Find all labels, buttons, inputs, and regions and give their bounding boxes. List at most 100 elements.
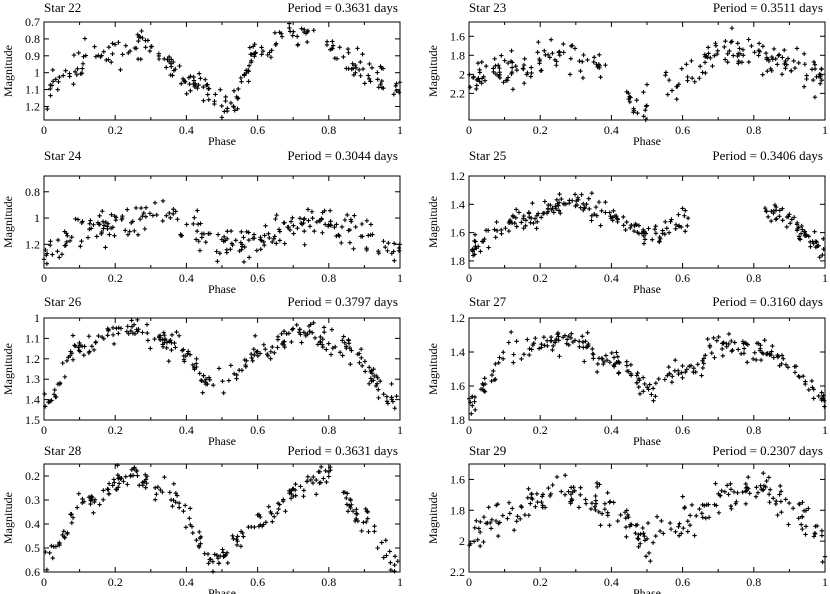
data-point <box>127 48 133 54</box>
data-point <box>221 554 226 559</box>
data-point <box>554 474 560 480</box>
data-point <box>197 248 203 253</box>
data-point <box>473 407 478 413</box>
data-point <box>103 220 108 225</box>
data-point <box>761 483 767 489</box>
x-tick-label: 1 <box>822 423 828 437</box>
data-point <box>614 350 619 355</box>
data-point <box>128 473 134 478</box>
data-point <box>653 381 659 386</box>
data-point <box>305 474 311 480</box>
y-axis-label: Magnitude <box>426 492 440 544</box>
y-axis-label: Magnitude <box>426 196 440 248</box>
data-point <box>168 497 174 503</box>
data-point <box>779 72 785 77</box>
data-point <box>758 357 764 363</box>
data-point <box>541 334 547 340</box>
data-point <box>697 506 702 512</box>
data-point <box>287 490 292 496</box>
data-point <box>497 65 502 71</box>
data-point <box>383 538 389 543</box>
data-point <box>727 48 732 54</box>
data-point <box>477 529 483 535</box>
data-point <box>198 541 203 546</box>
data-point <box>176 505 182 510</box>
data-point <box>224 236 230 241</box>
y-tick-label: 1.6 <box>450 472 465 486</box>
data-point <box>143 477 149 482</box>
data-point <box>547 55 552 60</box>
data-point <box>767 500 772 505</box>
data-point <box>483 521 489 526</box>
data-point <box>609 350 614 356</box>
x-tick-label: 0 <box>466 271 472 285</box>
data-point <box>568 56 574 61</box>
data-point <box>48 82 53 88</box>
data-point <box>101 49 106 54</box>
data-point <box>153 497 158 502</box>
data-point <box>756 41 762 46</box>
data-point <box>69 234 74 240</box>
data-point <box>486 505 491 510</box>
x-tick-label: 0.2 <box>108 423 123 437</box>
data-point <box>363 506 368 512</box>
data-point <box>48 93 53 98</box>
data-point <box>566 334 571 339</box>
data-point <box>730 347 735 353</box>
data-point <box>740 490 745 495</box>
data-point <box>101 223 107 228</box>
data-point <box>397 80 403 85</box>
data-point <box>816 393 821 399</box>
data-point <box>120 213 125 219</box>
data-point <box>70 357 76 362</box>
data-point <box>136 38 141 44</box>
data-point <box>734 499 739 504</box>
data-point <box>138 34 143 40</box>
data-point <box>795 220 800 226</box>
data-point <box>258 247 263 252</box>
data-point <box>239 242 245 247</box>
data-point <box>160 198 166 204</box>
data-point <box>206 231 211 236</box>
data-point <box>322 208 327 213</box>
data-point <box>775 354 781 359</box>
data-point <box>295 225 300 231</box>
y-tick-label: 1.1 <box>25 83 40 97</box>
data-point <box>250 358 255 364</box>
data-point <box>340 338 345 343</box>
data-point <box>292 487 298 493</box>
data-point <box>68 511 74 517</box>
data-point <box>576 339 582 344</box>
data-point <box>611 355 617 360</box>
data-point <box>173 345 178 350</box>
data-point <box>543 52 548 58</box>
data-point <box>388 560 393 565</box>
data-point <box>539 499 544 505</box>
data-point <box>198 378 204 383</box>
data-point <box>70 333 76 338</box>
data-point <box>738 351 744 356</box>
data-point <box>389 397 394 402</box>
data-point <box>539 341 544 347</box>
data-point <box>351 72 357 78</box>
data-point <box>298 332 303 337</box>
data-point <box>689 75 695 81</box>
data-point <box>573 203 578 209</box>
data-point <box>67 238 73 244</box>
data-point <box>79 239 84 244</box>
data-point <box>133 205 139 211</box>
data-point <box>712 502 717 507</box>
x-tick-label: 0.2 <box>108 575 123 589</box>
data-point <box>509 48 514 53</box>
data-point <box>561 50 566 55</box>
data-point <box>639 230 645 236</box>
data-point <box>534 491 540 497</box>
data-point <box>77 342 83 348</box>
data-point <box>529 347 534 352</box>
data-point <box>797 236 802 241</box>
data-point <box>822 404 827 409</box>
data-point <box>362 81 367 86</box>
data-point <box>215 556 221 561</box>
data-point <box>350 66 356 71</box>
